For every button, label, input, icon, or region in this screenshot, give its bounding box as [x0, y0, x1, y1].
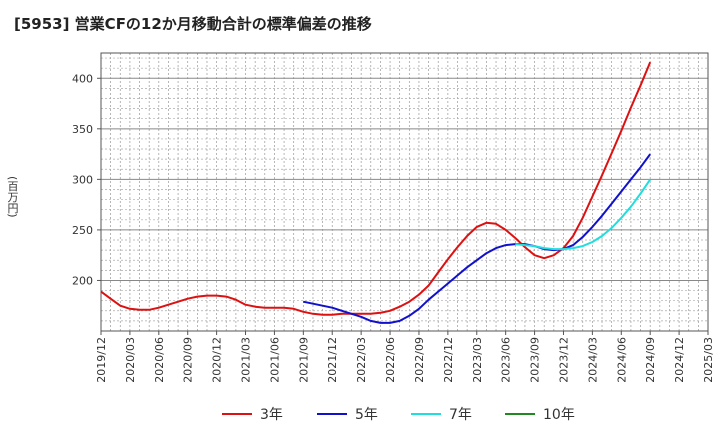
- x-tick-label: 2023/06: [500, 337, 513, 383]
- series-line-5年: [303, 153, 652, 324]
- legend-label: 10年: [543, 407, 575, 423]
- x-tick-label: 2024/06: [615, 337, 628, 383]
- x-tick-label: 2022/12: [442, 337, 455, 383]
- x-tick-label: 2024/12: [673, 337, 686, 383]
- x-tick-label: 2023/09: [529, 337, 542, 383]
- series-line-7年: [515, 178, 652, 251]
- chart-title: [5953] 営業CFの12か月移動合計の標準偏差の推移: [14, 15, 372, 33]
- y-tick-label: 300: [72, 173, 93, 186]
- x-tick-label: 2021/06: [268, 337, 281, 383]
- x-tick-label: 2022/06: [384, 337, 397, 383]
- x-tick-label: 2022/03: [355, 337, 368, 383]
- x-tick-label: 2025/03: [702, 337, 715, 383]
- y-tick-label: 200: [72, 274, 93, 287]
- x-tick-label: 2023/12: [557, 337, 570, 383]
- x-tick-label: 2020/03: [124, 337, 137, 383]
- grid-lines: [100, 53, 709, 332]
- x-tick-label: 2024/03: [586, 337, 599, 383]
- y-tick-label: 250: [72, 224, 93, 237]
- x-tick-label: 2021/03: [240, 337, 253, 383]
- y-tick-label: 400: [72, 72, 93, 85]
- x-tick-label: 2022/09: [413, 337, 426, 383]
- x-tick-label: 2024/09: [644, 337, 657, 383]
- plot-area-frame: [100, 52, 709, 332]
- legend-label: 5年: [355, 407, 378, 423]
- x-axis-ticks: 2019/12 2020/03 2020/06 2020/09 2020/12 2021/…: [95, 331, 715, 383]
- x-tick-label: 2020/12: [211, 337, 224, 383]
- y-tick-label: 350: [72, 123, 93, 136]
- legend-label: 3年: [260, 407, 283, 423]
- legend-label: 7年: [449, 407, 472, 423]
- y-axis-ticks: 200 250 300 350 400: [72, 72, 101, 287]
- x-tick-label: 2020/06: [153, 337, 166, 383]
- y-axis-label: (百万円): [6, 176, 19, 218]
- x-tick-label: 2021/12: [326, 337, 339, 383]
- x-tick-label: 2020/09: [182, 337, 195, 383]
- series-line-3年: [100, 61, 652, 316]
- x-tick-label: 2019/12: [95, 337, 108, 383]
- x-tick-label: 2023/03: [471, 337, 484, 383]
- legend: 3年 5年 7年 10年: [222, 407, 575, 423]
- series-lines: [100, 61, 652, 324]
- x-tick-label: 2021/09: [297, 337, 310, 383]
